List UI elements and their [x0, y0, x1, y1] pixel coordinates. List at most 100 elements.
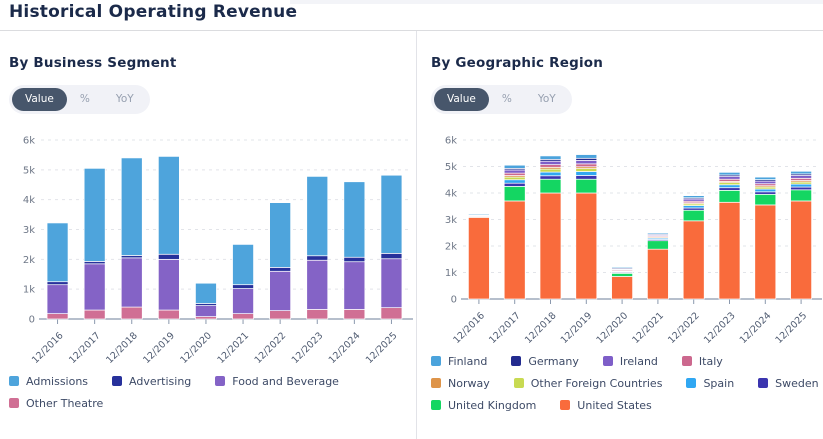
legend-item-spain[interactable]: Spain: [686, 377, 734, 390]
svg-text:12/2024: 12/2024: [327, 330, 363, 366]
legend-label: Spain: [703, 376, 735, 390]
svg-text:2k: 2k: [445, 241, 457, 252]
legend-label: Food and Beverage: [232, 374, 339, 388]
legend-label: Norway: [448, 376, 490, 390]
legend-item-germany[interactable]: Germany: [511, 355, 579, 368]
legend-row: Admissions Advertising Food and Beverage: [9, 375, 416, 388]
svg-text:12/2022: 12/2022: [253, 330, 289, 366]
svg-text:12/2016: 12/2016: [451, 310, 487, 346]
legend-marker: [431, 356, 441, 366]
legend-marker: [513, 378, 524, 388]
svg-text:3k: 3k: [23, 225, 35, 236]
svg-text:0: 0: [451, 294, 457, 305]
legend-label: Finland: [448, 354, 488, 368]
legend-item-other-foreign-countries[interactable]: Other Foreign Countries: [513, 376, 663, 390]
toggle-option-yoy[interactable]: YoY: [525, 88, 569, 111]
svg-text:12/2020: 12/2020: [595, 310, 631, 346]
geographic-region-panel: By Geographic Region Value % YoY 0 1k 2k 3k…: [417, 31, 823, 439]
svg-text:12/2021: 12/2021: [630, 310, 666, 346]
toggle-option-percent[interactable]: %: [67, 88, 103, 111]
legend-marker: [758, 378, 769, 388]
legend-item-other-theatre[interactable]: Other Theatre: [9, 397, 103, 410]
legend-marker: [681, 356, 692, 366]
svg-text:12/2022: 12/2022: [666, 310, 702, 346]
svg-text:12/2024: 12/2024: [738, 310, 774, 346]
toggle-option-value[interactable]: Value: [434, 88, 489, 111]
legend-label: Ireland: [619, 354, 658, 368]
chart-panels: By Business Segment Value % YoY 0 1k 2k 3k 4…: [0, 31, 823, 439]
legend-marker: [9, 398, 19, 408]
toggle-option-percent[interactable]: %: [489, 88, 525, 111]
legend-label: Advertising: [129, 374, 192, 388]
svg-text:4k: 4k: [445, 188, 457, 199]
page-header: Historical Operating Revenue: [0, 0, 823, 31]
legend-marker: [431, 400, 441, 410]
svg-text:12/2021: 12/2021: [215, 330, 251, 366]
svg-text:12/2023: 12/2023: [702, 310, 738, 346]
business-segment-view-toggle: Value % YoY: [9, 85, 150, 114]
legend-marker: [431, 378, 441, 388]
legend-marker: [602, 356, 613, 366]
legend-item-united-states[interactable]: United States: [560, 399, 652, 412]
legend-marker: [215, 376, 226, 386]
legend-marker: [511, 356, 522, 366]
svg-text:12/2016: 12/2016: [30, 330, 66, 366]
svg-text:4k: 4k: [23, 195, 35, 206]
toggle-option-yoy[interactable]: YoY: [103, 88, 147, 111]
svg-text:12/2025: 12/2025: [774, 310, 810, 346]
legend-label: Other Theatre: [26, 396, 104, 410]
legend-item-admissions[interactable]: Admissions: [9, 375, 88, 388]
geographic-region-legend: Finland Germany Ireland Italy Norway Other Fo…: [431, 355, 823, 412]
legend-row: Other Theatre: [9, 397, 416, 410]
geographic-region-view-toggle: Value % YoY: [431, 85, 572, 114]
business-segment-legend: Admissions Advertising Food and Beverage Ot…: [9, 375, 416, 410]
legend-marker: [686, 378, 697, 388]
toggle-option-value[interactable]: Value: [12, 88, 67, 111]
business-segment-stacked-bar-chart[interactable]: 0 1k 2k 3k 4k 5k 6k 12/2016 12/2017 12/2018 12/201…: [9, 132, 416, 367]
svg-text:3k: 3k: [445, 215, 457, 226]
svg-text:5k: 5k: [445, 162, 457, 173]
svg-text:5k: 5k: [23, 165, 35, 176]
legend-item-advertising[interactable]: Advertising: [112, 375, 191, 388]
svg-text:2k: 2k: [23, 254, 35, 265]
business-segment-title: By Business Segment: [9, 55, 177, 71]
legend-label: Admissions: [26, 374, 89, 388]
legend-row: United Kingdom United States: [431, 399, 823, 412]
legend-label: Italy: [698, 354, 723, 368]
svg-text:6k: 6k: [23, 135, 35, 146]
legend-item-norway[interactable]: Norway: [431, 377, 490, 390]
legend-item-united-kingdom[interactable]: United Kingdom: [431, 399, 536, 412]
legend-label: Sweden: [775, 376, 819, 390]
svg-text:12/2023: 12/2023: [290, 330, 326, 366]
svg-text:12/2018: 12/2018: [104, 330, 140, 366]
legend-row: Norway Other Foreign Countries Spain Sweden: [431, 377, 823, 390]
legend-label: United States: [577, 398, 652, 412]
svg-text:12/2020: 12/2020: [178, 330, 214, 366]
legend-row: Finland Germany Ireland Italy: [431, 355, 823, 368]
svg-text:12/2019: 12/2019: [559, 310, 595, 346]
svg-text:0: 0: [29, 314, 35, 325]
legend-label: Other Foreign Countries: [530, 376, 663, 390]
legend-item-ireland[interactable]: Ireland: [602, 354, 658, 368]
legend-item-sweden[interactable]: Sweden: [758, 376, 819, 390]
legend-label: Germany: [528, 354, 579, 368]
svg-text:12/2018: 12/2018: [523, 310, 559, 346]
geographic-region-title: By Geographic Region: [431, 55, 604, 71]
legend-marker: [112, 376, 123, 386]
legend-item-food-and-beverage[interactable]: Food and Beverage: [215, 375, 339, 388]
legend-item-finland[interactable]: Finland: [431, 355, 487, 368]
svg-text:12/2017: 12/2017: [67, 330, 103, 366]
svg-text:1k: 1k: [23, 284, 35, 295]
business-segment-panel: By Business Segment Value % YoY 0 1k 2k 3k 4…: [0, 31, 417, 439]
svg-text:12/2025: 12/2025: [364, 330, 400, 366]
top-strip: [290, 0, 823, 4]
svg-text:12/2017: 12/2017: [487, 310, 523, 346]
page-title: Historical Operating Revenue: [9, 2, 298, 22]
geographic-region-stacked-bar-chart[interactable]: 0 1k 2k 3k 4k 5k 6k 12/2016 12/2017 12/2018 12/201…: [431, 132, 823, 347]
legend-item-italy[interactable]: Italy: [681, 354, 723, 368]
svg-text:6k: 6k: [445, 135, 457, 146]
legend-label: United Kingdom: [448, 398, 537, 412]
legend-marker: [9, 376, 19, 386]
svg-text:12/2019: 12/2019: [141, 330, 177, 366]
